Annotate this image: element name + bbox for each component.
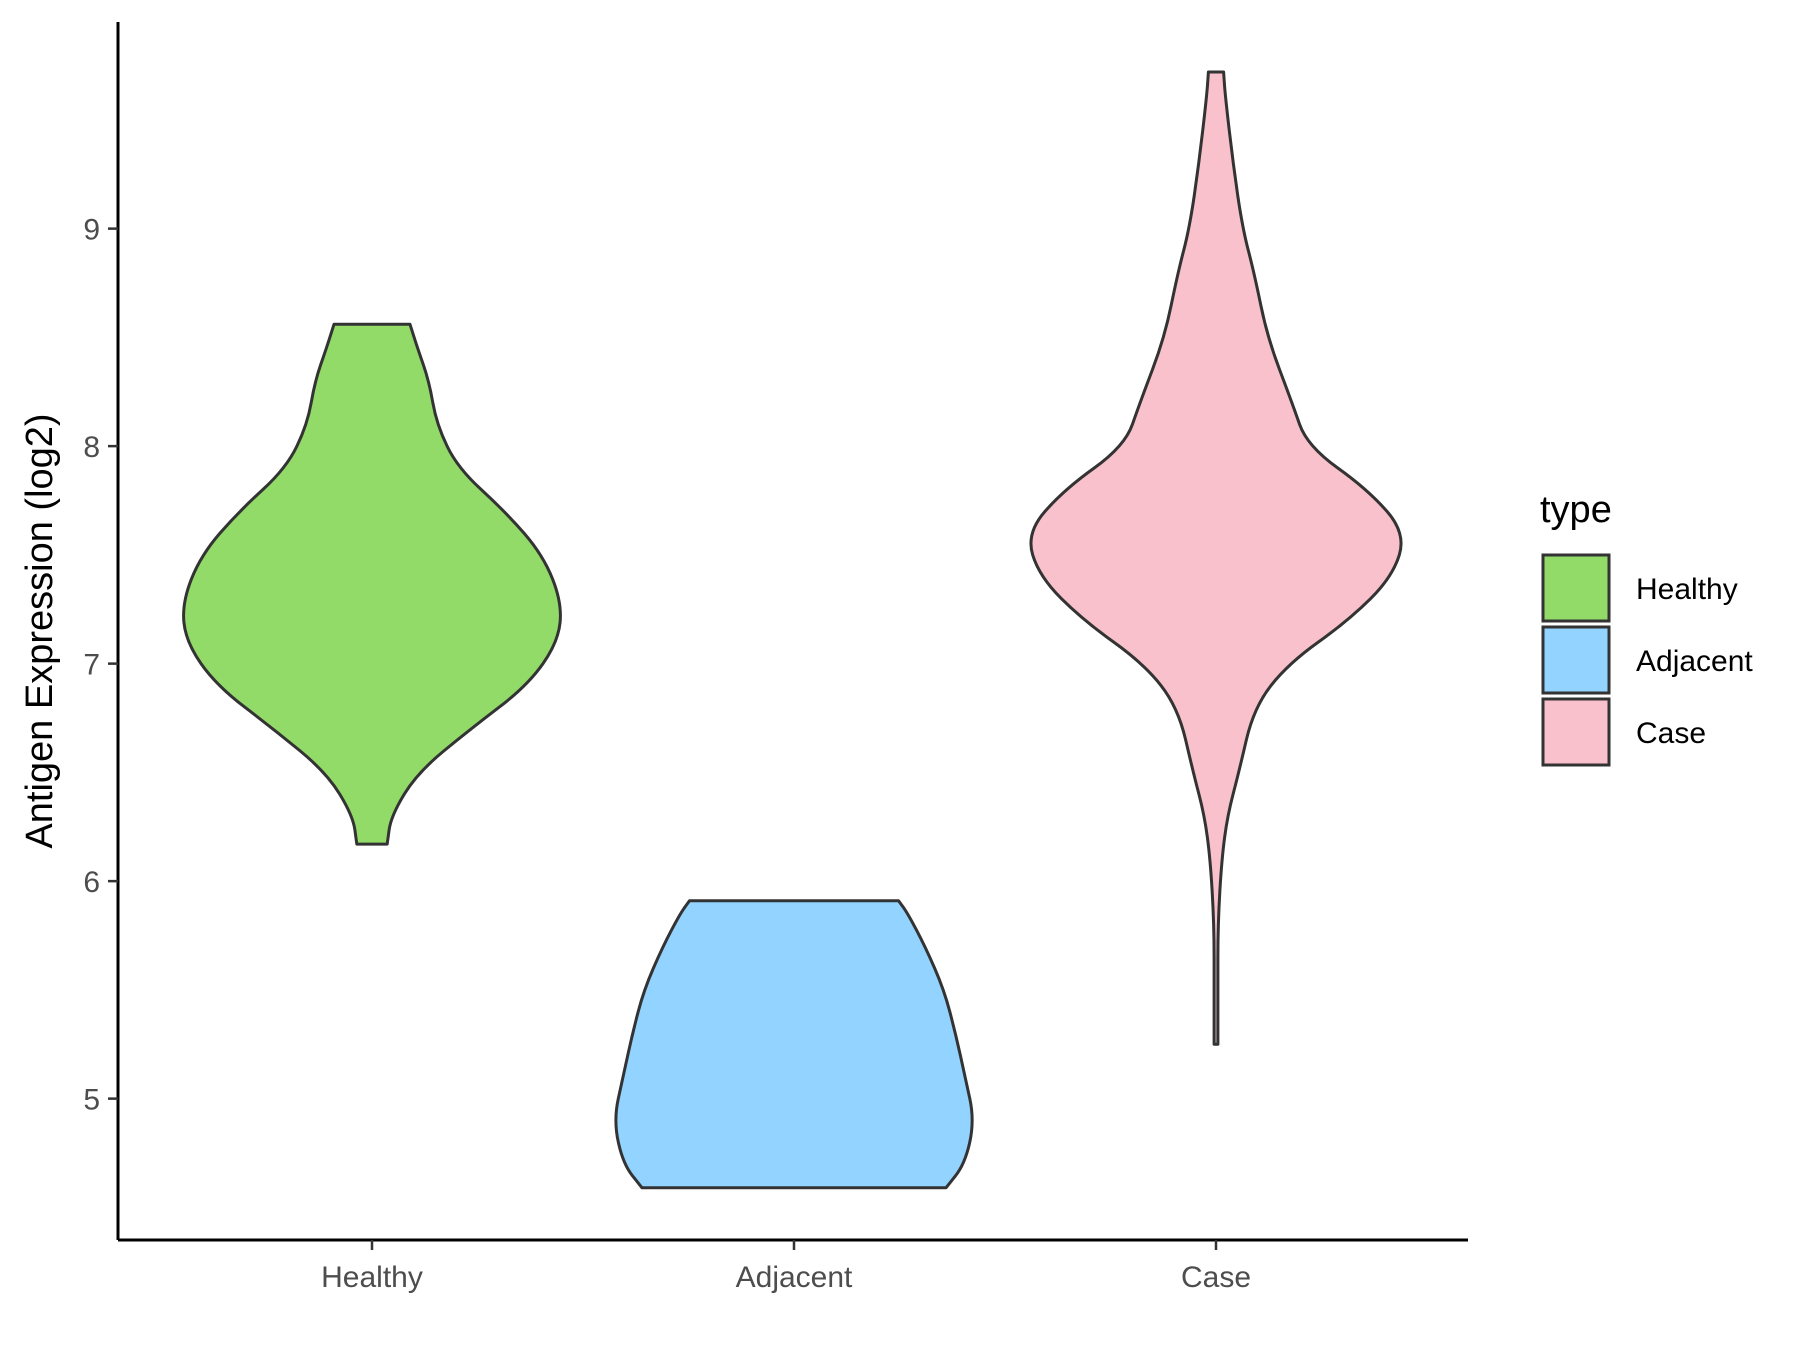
- x-tick-label: Case: [1181, 1261, 1251, 1294]
- violin-healthy: [182, 322, 562, 846]
- legend-swatch-adjacent: [1541, 625, 1611, 695]
- y-tick-label: 7: [83, 649, 100, 682]
- legend-label-healthy: Healthy: [1636, 573, 1738, 606]
- legend-label-adjacent: Adjacent: [1636, 645, 1753, 678]
- x-tick-label: Healthy: [321, 1261, 423, 1294]
- y-tick-label: 9: [83, 214, 100, 247]
- y-tick-label: 5: [83, 1084, 100, 1117]
- legend-title: type: [1540, 489, 1612, 531]
- violin-adjacent: [614, 899, 974, 1190]
- x-tick-label: Adjacent: [736, 1261, 853, 1294]
- axes: 5 6 7 8 9 Healthy Adjacent Case: [83, 22, 1468, 1294]
- y-axis-title: Antigen Expression (log2): [19, 413, 61, 848]
- violin-layer: [182, 70, 1403, 1190]
- legend-swatch-healthy: [1541, 553, 1611, 623]
- y-tick-label: 8: [83, 431, 100, 464]
- legend: type Healthy Adjacent Case: [1540, 489, 1753, 767]
- legend-swatch-case: [1541, 697, 1611, 767]
- violin-case: [1029, 70, 1403, 1046]
- y-tick-label: 6: [83, 866, 100, 899]
- legend-label-case: Case: [1636, 717, 1706, 750]
